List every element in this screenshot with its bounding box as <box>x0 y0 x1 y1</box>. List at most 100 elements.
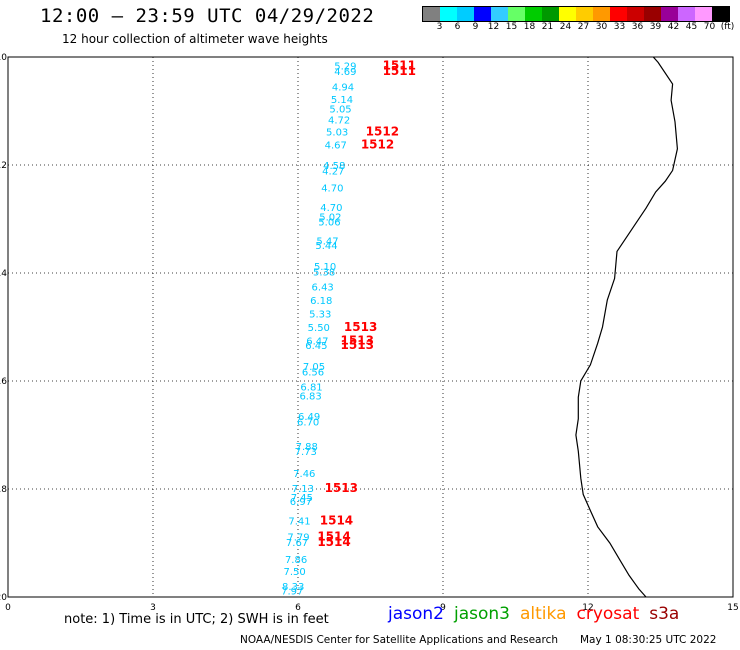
revolution-label: 1511 <box>383 64 416 78</box>
y-tick-label: -10 <box>0 53 7 63</box>
legend-item-cryosat: cryosat <box>576 604 640 624</box>
revolution-label: 1513 <box>341 338 374 352</box>
wave-height-colorbar <box>422 6 730 22</box>
colorbar-label: 27 <box>577 22 590 32</box>
wave-height-label: 5.02 <box>319 212 341 223</box>
colorbar-swatch <box>457 7 474 21</box>
map-border <box>7 56 734 598</box>
wave-height-label: 5.03 <box>326 128 348 139</box>
colorbar-swatch <box>491 7 508 21</box>
y-tick-label: -20 <box>0 593 7 603</box>
wave-height-label: 7.73 <box>295 447 317 458</box>
wave-height-label: 6.45 <box>305 341 327 352</box>
wave-height-label: 5.06 <box>318 218 340 229</box>
legend-item-jason3: jason3 <box>454 604 510 624</box>
colorbar-swatch <box>627 7 644 21</box>
colorbar-label: 42 <box>667 22 680 32</box>
colorbar-label: 45 <box>685 22 698 32</box>
wave-height-label: 7.45 <box>291 493 313 504</box>
colorbar-swatch <box>661 7 678 21</box>
revolution-label: 1514 <box>317 535 350 549</box>
x-tick-label: 0 <box>5 603 11 613</box>
colorbar-label: 9 <box>472 22 479 32</box>
wave-height-label: 4.58 <box>323 161 345 172</box>
wave-height-label: 4.70 <box>321 184 343 195</box>
colorbar-swatch <box>559 7 576 21</box>
revolution-label: 1514 <box>320 513 353 527</box>
colorbar-label: 6 <box>454 22 461 32</box>
revolution-label: 1514 <box>317 530 350 544</box>
wave-height-label: 6.49 <box>298 412 320 423</box>
wave-height-label: 4.27 <box>322 166 344 177</box>
colorbar-label: 30 <box>595 22 608 32</box>
legend-item-jason2: jason2 <box>388 604 444 624</box>
page-subtitle: 12 hour collection of altimeter wave hei… <box>62 32 328 46</box>
revolution-label: 1513 <box>344 320 377 334</box>
wave-height-label: 6.81 <box>300 382 322 393</box>
wave-height-label: 7.50 <box>284 567 306 578</box>
credit-line: NOAA/NESDIS Center for Satellite Applica… <box>240 634 558 646</box>
y-tick-label: -18 <box>0 485 7 495</box>
colorbar-swatch <box>576 7 593 21</box>
wave-height-label: 6.97 <box>290 497 312 508</box>
colorbar-label: 18 <box>523 22 536 32</box>
wave-height-label: 5.50 <box>308 323 330 334</box>
wave-height-label: 7.97 <box>281 587 303 598</box>
wave-height-label: 4.67 <box>325 140 347 151</box>
wave-height-label: 4.69 <box>334 67 356 78</box>
wave-height-label: 7.05 <box>303 362 325 373</box>
wave-height-label: 5.10 <box>314 262 336 273</box>
wave-height-label: 7.79 <box>287 533 309 544</box>
colorbar-label: (ft) <box>720 22 735 32</box>
colorbar-label: 12 <box>487 22 500 32</box>
revolution-label: 1513 <box>341 334 374 348</box>
colorbar-label: 15 <box>505 22 518 32</box>
wave-height-label: 5.29 <box>334 62 356 73</box>
wave-height-label: 5.44 <box>315 241 337 252</box>
wave-height-label: 7.88 <box>296 442 318 453</box>
colorbar-label: 39 <box>649 22 662 32</box>
wave-height-label: 6.56 <box>302 367 324 378</box>
x-tick-label: 12 <box>582 603 593 613</box>
x-tick-label: 3 <box>150 603 156 613</box>
wave-height-label: 7.13 <box>292 484 314 495</box>
colorbar-swatch <box>474 7 491 21</box>
revolution-label: 1512 <box>361 137 394 151</box>
colorbar-label: 36 <box>631 22 644 32</box>
y-tick-label: -12 <box>0 161 7 171</box>
map-frame <box>7 56 734 598</box>
wave-height-label: 6.83 <box>299 392 321 403</box>
revolution-label: 1511 <box>383 59 416 73</box>
colorbar-label: 21 <box>541 22 554 32</box>
colorbar-swatch <box>695 7 712 21</box>
colorbar-swatch <box>610 7 627 21</box>
colorbar-label: 33 <box>613 22 626 32</box>
generated-timestamp: May 1 08:30:25 UTC 2022 <box>580 634 717 646</box>
colorbar-swatch <box>525 7 542 21</box>
x-tick-label: 9 <box>440 603 446 613</box>
colorbar-label: 70 <box>703 22 716 32</box>
legend-item-altika: altika <box>520 604 567 624</box>
colorbar-swatch <box>508 7 525 21</box>
wave-height-label: 6.18 <box>310 296 332 307</box>
legend-item-s3a: s3a <box>649 604 680 624</box>
y-tick-label: -16 <box>0 377 7 387</box>
colorbar-swatch <box>678 7 695 21</box>
wave-height-label: 4.72 <box>328 116 350 127</box>
wave-height-label: 8.33 <box>282 582 304 593</box>
y-tick-label: -14 <box>0 269 7 279</box>
x-tick-label: 15 <box>727 603 738 613</box>
colorbar-swatch <box>712 7 729 21</box>
wave-height-label: 7.67 <box>286 538 308 549</box>
satellite-legend: jason2 jason3 altika cryosat s3a <box>388 604 689 624</box>
wave-height-label: 4.70 <box>320 203 342 214</box>
wave-height-label: 4.94 <box>332 83 354 94</box>
wave-height-label: 7.86 <box>285 555 307 566</box>
wave-height-label: 5.14 <box>331 95 353 106</box>
wave-height-label: 6.70 <box>297 418 319 429</box>
colorbar-swatch <box>440 7 457 21</box>
units-note: note: 1) Time is in UTC; 2) SWH is in fe… <box>64 612 329 627</box>
wave-height-label: 7.46 <box>293 469 315 480</box>
